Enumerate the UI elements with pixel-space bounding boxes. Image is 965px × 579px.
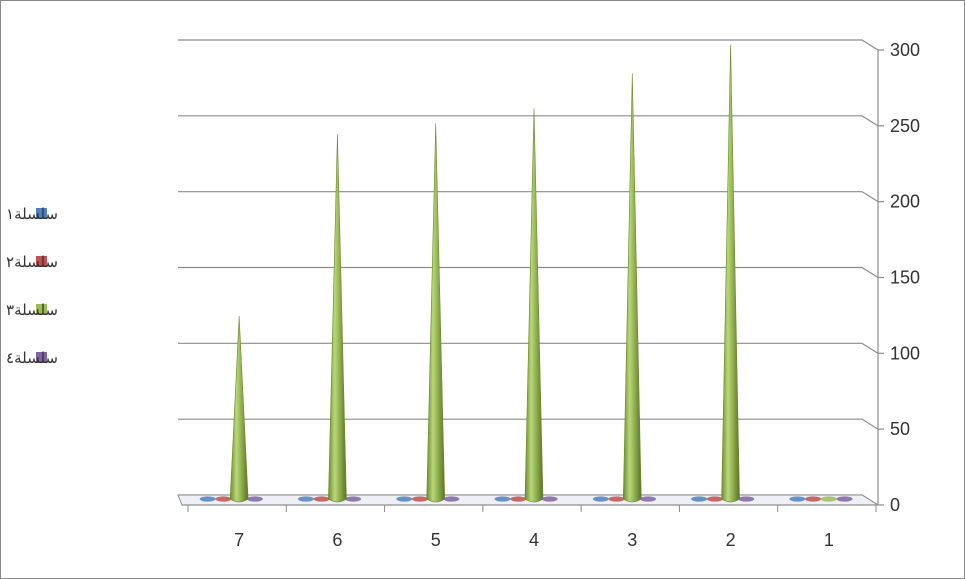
x-tick-label: 1: [824, 530, 834, 550]
gridline: [178, 266, 879, 279]
zero-disc: [313, 496, 330, 502]
zero-disc: [836, 496, 853, 502]
zero-disc: [510, 496, 527, 502]
zero-disc: [541, 496, 558, 502]
zero-disc: [592, 496, 609, 502]
x-tick-label: 6: [332, 530, 342, 550]
y-tick-label: 300: [890, 40, 920, 60]
y-tick-label: 200: [890, 192, 920, 212]
zero-disc: [640, 496, 657, 502]
cone-bar: [524, 108, 544, 503]
legend-swatch: [36, 208, 47, 219]
cone-bar: [328, 134, 347, 503]
x-tick-label: 4: [529, 530, 539, 550]
zero-disc: [805, 496, 822, 502]
zero-disc: [494, 496, 511, 502]
x-tick-label: 2: [726, 530, 736, 550]
legend-label: سلسلة٣: [6, 301, 58, 319]
gridline: [178, 115, 879, 127]
legend-label: سلسلة٤: [6, 349, 58, 367]
data-marks: [199, 44, 853, 503]
cone-bar: [622, 73, 642, 503]
y-tick-label: 0: [890, 495, 900, 515]
zero-disc: [738, 496, 755, 502]
zero-disc: [411, 496, 428, 502]
y-tick-label: 150: [890, 268, 920, 288]
legend: سلسلة١ سلسلة٢ سلسلة٣ سلسلة٤: [6, 205, 58, 367]
gridline: [178, 191, 879, 203]
zero-disc: [297, 496, 314, 502]
zero-disc: [691, 496, 708, 502]
legend-swatch: [36, 304, 47, 315]
gridline: [178, 418, 879, 430]
gridline: [178, 342, 879, 354]
x-tick-label: 3: [627, 530, 637, 550]
axes: 0 50 100 150 200 250 300 7 6 5 4 3 2 1: [182, 40, 920, 550]
gridline: [178, 39, 879, 51]
zero-disc: [820, 496, 837, 502]
cone-bar: [721, 44, 740, 503]
x-tick-label: 5: [431, 530, 441, 550]
y-tick-label: 50: [890, 419, 910, 439]
zero-disc: [246, 496, 263, 502]
zero-disc: [706, 496, 723, 502]
legend-swatch: [36, 352, 47, 363]
y-tick-label: 250: [890, 116, 920, 136]
legend-label: سلسلة٢: [6, 253, 58, 271]
zero-disc: [199, 496, 216, 502]
x-tick-label: 7: [234, 530, 244, 550]
zero-disc: [396, 496, 413, 502]
y-tick-label: 100: [890, 343, 920, 363]
legend-swatch: [36, 256, 47, 267]
zero-disc: [215, 496, 232, 502]
zero-disc: [443, 496, 460, 502]
zero-disc: [789, 496, 806, 502]
zero-disc: [345, 496, 362, 502]
cone-bar: [426, 123, 446, 503]
legend-label: سلسلة١: [6, 205, 58, 223]
zero-disc: [608, 496, 625, 502]
